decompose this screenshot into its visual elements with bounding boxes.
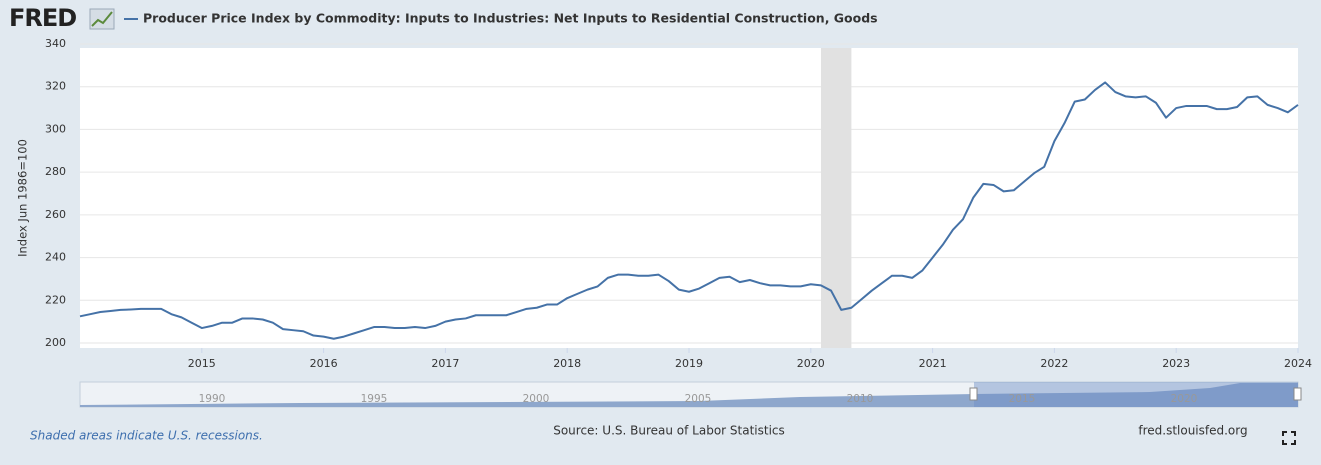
brand: FRED (9, 4, 76, 32)
site: fred.stlouisfed.org (1138, 424, 1247, 438)
y-tick-label: 260 (45, 208, 66, 221)
navigator-label: 2010 (847, 393, 874, 405)
brand-icon (89, 8, 115, 30)
x-tick-label: 2016 (310, 357, 338, 370)
data-line (79, 81, 1299, 340)
navigator (79, 381, 1302, 408)
navigator-label: 2020 (1171, 393, 1198, 405)
x-tick-label: 2021 (919, 357, 947, 370)
navigator-label: 1995 (361, 393, 388, 405)
x-tick-label: 2019 (675, 357, 703, 370)
x-tick-label: 2018 (553, 357, 581, 370)
navigator-label: 2000 (523, 393, 550, 405)
y-tick-label: 340 (45, 37, 66, 50)
y-axis-label: Index Jun 1986=100 (16, 139, 30, 257)
plot-area (80, 48, 1298, 348)
x-tick-label: 2020 (797, 357, 825, 370)
y-tick-label: 200 (45, 336, 66, 349)
y-tick-label: 300 (45, 122, 66, 135)
navigator-label: 2015 (1009, 393, 1036, 405)
x-tick-label: 2023 (1162, 357, 1190, 370)
navigator-label: 1990 (199, 393, 226, 405)
legend-label: Producer Price Index by Commodity: Input… (143, 11, 878, 26)
x-tick-label: 2015 (188, 357, 216, 370)
fullscreen-icon[interactable] (1282, 431, 1296, 445)
x-tick-label: 2024 (1284, 357, 1312, 370)
recession-note: Shaded areas indicate U.S. recessions. (30, 429, 263, 443)
source: Source: U.S. Bureau of Labor Statistics (553, 424, 785, 438)
x-tick-label: 2022 (1040, 357, 1068, 370)
y-tick-label: 240 (45, 251, 66, 264)
y-tick-label: 220 (45, 293, 66, 306)
y-tick-label: 320 (45, 80, 66, 93)
navigator-label: 2005 (685, 393, 712, 405)
y-tick-label: 280 (45, 165, 66, 178)
x-tick-label: 2017 (431, 357, 459, 370)
recession-shade (820, 48, 852, 348)
